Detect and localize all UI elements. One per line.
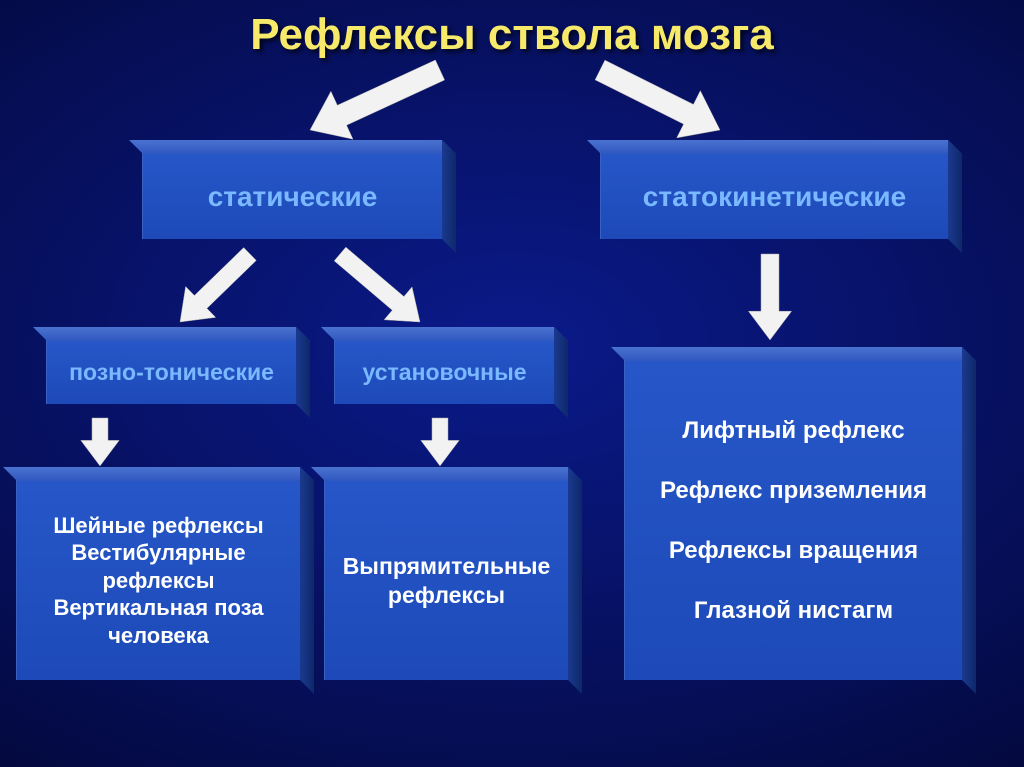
arrow <box>310 60 445 139</box>
arrows-layer <box>0 0 1024 767</box>
arrow <box>595 60 720 138</box>
arrow <box>334 247 420 322</box>
arrow <box>748 254 791 340</box>
arrow <box>180 248 256 322</box>
arrow <box>421 418 459 466</box>
arrow <box>81 418 119 466</box>
